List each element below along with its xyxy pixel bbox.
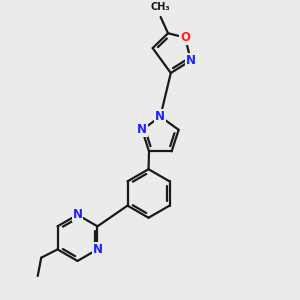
Text: O: O (180, 31, 190, 44)
Text: N: N (73, 208, 82, 221)
Text: N: N (137, 123, 147, 136)
Text: CH₃: CH₃ (151, 2, 170, 12)
Text: N: N (155, 110, 165, 123)
Text: N: N (186, 54, 196, 67)
Text: N: N (92, 243, 103, 256)
